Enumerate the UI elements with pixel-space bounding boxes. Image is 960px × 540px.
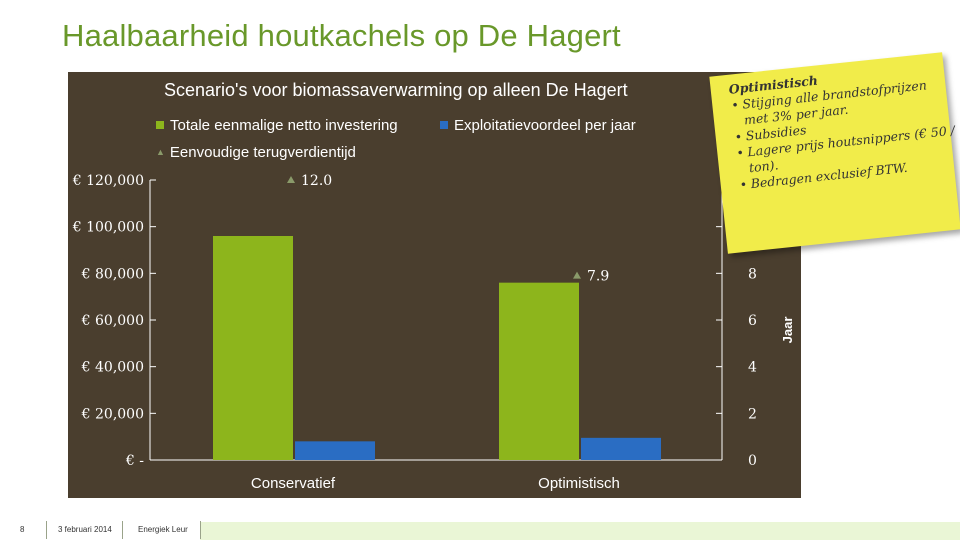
legend-swatch-green: [156, 121, 164, 129]
y-left-tick-label: € 60,000: [81, 313, 144, 329]
legend-swatch-blue: [440, 121, 448, 129]
y-right-tick-label: 6: [748, 313, 757, 329]
bar-investment: [213, 236, 293, 460]
footer-divider: [200, 521, 201, 539]
footer-accent: [200, 522, 960, 540]
y-right-tick-label: 8: [748, 266, 757, 282]
footer-page-number: 8: [20, 525, 25, 534]
chart-panel: [68, 72, 801, 498]
footer-organisation: Energiek Leur: [138, 525, 188, 534]
legend-item-investment: Totale eenmalige netto investering: [156, 117, 398, 134]
y-left-tick-label: € 120,000: [72, 173, 144, 189]
legend-item-payback: ▲ Eenvoudige terugverdientijd: [156, 144, 356, 161]
payback-marker: [573, 271, 581, 279]
x-tick-label: Conservatief: [251, 475, 336, 492]
legend-label: Totale eenmalige netto investering: [170, 117, 398, 134]
legend-label: Exploitatievoordeel per jaar: [454, 117, 636, 134]
legend-label: Eenvoudige terugverdientijd: [169, 144, 356, 161]
bar-investment: [499, 282, 579, 460]
payback-marker: [287, 176, 295, 183]
bar-exploitation: [295, 441, 375, 460]
y-right-axis-label: Jaar: [780, 317, 795, 344]
sticky-note-text: Optimistisch Stijging alle brandstofprij…: [728, 59, 960, 194]
y-left-tick-label: € 40,000: [81, 360, 144, 376]
y-left-tick-label: € 80,000: [81, 266, 144, 282]
y-right-tick-label: 2: [748, 406, 757, 422]
y-right-tick-label: 0: [748, 453, 757, 469]
legend-item-exploitation: Exploitatievoordeel per jaar: [440, 117, 636, 134]
x-tick-label: Optimistisch: [538, 475, 620, 492]
y-right-tick-label: 4: [748, 360, 757, 376]
footer-date: 3 februari 2014: [58, 525, 112, 534]
y-left-tick-label: € -: [125, 453, 144, 469]
payback-data-label: 12.0: [301, 173, 332, 189]
footer-divider: [46, 521, 47, 539]
y-left-tick-label: € 100,000: [72, 220, 144, 236]
payback-data-label: 7.9: [587, 269, 609, 285]
chart-title: Scenario's voor biomassaverwarming op al…: [164, 80, 628, 100]
bar-exploitation: [581, 437, 661, 460]
slide-title: Haalbaarheid houtkachels op De Hagert: [62, 18, 621, 53]
legend-marker-triangle: ▲: [156, 147, 165, 157]
y-left-tick-label: € 20,000: [81, 406, 144, 422]
footer-divider: [122, 521, 123, 539]
